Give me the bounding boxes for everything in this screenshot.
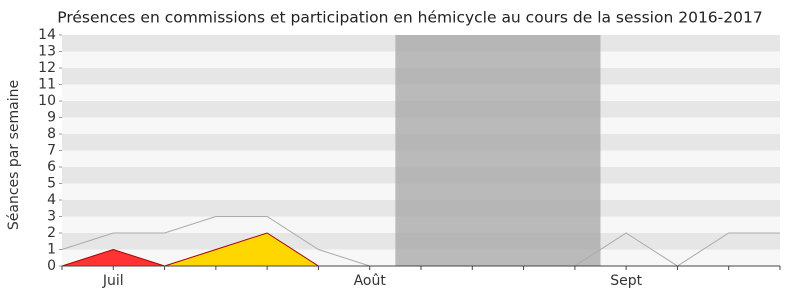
highlight-band [395,35,601,266]
y-tick-label: 3 [47,209,56,225]
y-tick-label: 8 [47,126,56,142]
y-tick-label: 2 [47,225,56,241]
y-tick-label: 4 [47,192,56,208]
chart-title: Présences en commissions et participatio… [57,9,762,27]
y-axis-label: Séances par semaine [6,80,22,230]
y-tick-label: 13 [38,44,56,60]
y-tick-label: 7 [47,143,56,159]
y-tick-label: 0 [47,258,56,274]
x-tick-label: Août [354,273,387,289]
x-tick-label: Juil [102,273,124,289]
y-tick-label: 1 [47,242,56,258]
y-tick-label: 11 [38,77,56,93]
y-tick-label: 14 [38,27,56,43]
y-tick-label: 5 [47,176,56,192]
y-tick-label: 10 [38,93,56,109]
y-tick-label: 6 [47,159,56,175]
y-tick-label: 12 [38,60,56,76]
x-tick-label: Sept [610,273,642,289]
y-tick-label: 9 [47,110,56,126]
